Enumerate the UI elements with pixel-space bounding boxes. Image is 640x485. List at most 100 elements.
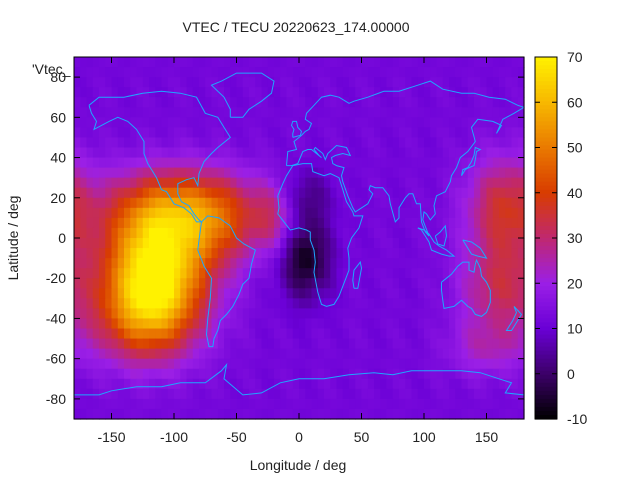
- heatmap-cell: [242, 207, 250, 219]
- heatmap-cell: [386, 127, 394, 139]
- heatmap-cell: [517, 77, 525, 88]
- heatmap-cell: [367, 258, 375, 269]
- colorbar-segment: [535, 322, 557, 328]
- heatmap-cell: [167, 77, 175, 88]
- heatmap-cell: [305, 288, 313, 299]
- heatmap-cell: [411, 157, 419, 169]
- heatmap-cell: [80, 358, 88, 370]
- heatmap-cell: [317, 278, 325, 289]
- heatmap-cell: [180, 167, 188, 179]
- heatmap-cell: [111, 258, 119, 269]
- heatmap-cell: [205, 197, 213, 209]
- heatmap-cell: [505, 67, 513, 78]
- heatmap-cell: [130, 288, 138, 299]
- heatmap-cell: [230, 177, 238, 189]
- heatmap-cell: [230, 187, 238, 199]
- heatmap-cell: [74, 298, 81, 309]
- heatmap-cell: [267, 368, 275, 380]
- heatmap-cell: [492, 378, 500, 390]
- heatmap-cells: [74, 57, 525, 420]
- heatmap-cell: [424, 137, 431, 149]
- heatmap-cell: [449, 147, 456, 159]
- heatmap-cell: [449, 107, 456, 118]
- heatmap-cell: [74, 278, 81, 289]
- colorbar-segment: [535, 189, 557, 195]
- heatmap-cell: [505, 258, 513, 269]
- heatmap-cell: [467, 207, 475, 219]
- heatmap-cell: [124, 157, 131, 169]
- heatmap-cell: [136, 308, 144, 320]
- heatmap-cell: [336, 318, 344, 330]
- heatmap-cell: [474, 268, 481, 279]
- heatmap-cell: [167, 67, 175, 78]
- colorbar-segment: [535, 121, 557, 126]
- heatmap-cell: [242, 217, 250, 229]
- heatmap-cell: [374, 238, 381, 249]
- heatmap-cell: [92, 137, 100, 149]
- heatmap-cell: [399, 107, 406, 118]
- heatmap-cell: [192, 298, 200, 309]
- heatmap-cell: [467, 328, 475, 340]
- heatmap-cell: [417, 278, 425, 289]
- heatmap-cell: [242, 97, 250, 108]
- heatmap-cell: [349, 67, 356, 78]
- heatmap-cell: [449, 298, 456, 309]
- heatmap-cell: [167, 408, 175, 420]
- heatmap-cell: [467, 288, 475, 299]
- heatmap-cell: [255, 338, 263, 350]
- heatmap-cell: [392, 288, 400, 299]
- heatmap-cell: [86, 117, 94, 128]
- heatmap-cell: [436, 67, 444, 78]
- heatmap-cell: [374, 408, 381, 420]
- heatmap-cell: [399, 177, 406, 189]
- heatmap-cell: [124, 398, 131, 410]
- heatmap-cell: [155, 398, 163, 410]
- heatmap-cell: [474, 298, 481, 309]
- heatmap-cell: [205, 157, 213, 169]
- heatmap-cell: [461, 87, 469, 98]
- heatmap-cell: [324, 268, 331, 279]
- heatmap-cell: [417, 97, 425, 108]
- heatmap-cell: [211, 238, 219, 249]
- heatmap-cell: [430, 97, 438, 108]
- heatmap-cell: [461, 147, 469, 159]
- heatmap-cell: [480, 117, 488, 128]
- y-tick-label: 0: [58, 230, 66, 246]
- heatmap-cell: [105, 97, 113, 108]
- heatmap-cell: [424, 358, 431, 370]
- heatmap-cell: [149, 398, 156, 410]
- heatmap-cell: [130, 157, 138, 169]
- heatmap-cell: [392, 167, 400, 179]
- heatmap-cell: [436, 328, 444, 340]
- heatmap-cell: [405, 127, 413, 139]
- heatmap-cell: [367, 127, 375, 139]
- heatmap-cell: [111, 408, 119, 420]
- heatmap-cell: [436, 147, 444, 159]
- heatmap-cell: [349, 388, 356, 400]
- heatmap-cell: [342, 227, 350, 239]
- heatmap-cell: [92, 67, 100, 78]
- heatmap-cell: [349, 127, 356, 139]
- heatmap-cell: [149, 157, 156, 169]
- heatmap-cell: [167, 308, 175, 320]
- heatmap-cell: [149, 187, 156, 199]
- heatmap-cell: [386, 57, 394, 68]
- heatmap-cell: [449, 67, 456, 78]
- y-tick-label: 60: [50, 109, 66, 125]
- heatmap-cell: [124, 348, 131, 360]
- heatmap-cell: [142, 308, 150, 320]
- heatmap-cell: [286, 408, 294, 420]
- heatmap-cell: [136, 177, 144, 189]
- heatmap-cell: [486, 67, 494, 78]
- heatmap-cell: [430, 368, 438, 380]
- new-guinea-coast: [462, 239, 488, 259]
- heatmap-cell: [142, 197, 150, 209]
- colorbar-segment: [535, 117, 557, 122]
- heatmap-cell: [474, 147, 481, 159]
- heatmap-cell: [105, 318, 113, 330]
- heatmap-cell: [136, 238, 144, 249]
- heatmap-cell: [461, 288, 469, 299]
- heatmap-cell: [492, 348, 500, 360]
- heatmap-cell: [349, 217, 356, 229]
- colorbar-segment: [535, 149, 557, 155]
